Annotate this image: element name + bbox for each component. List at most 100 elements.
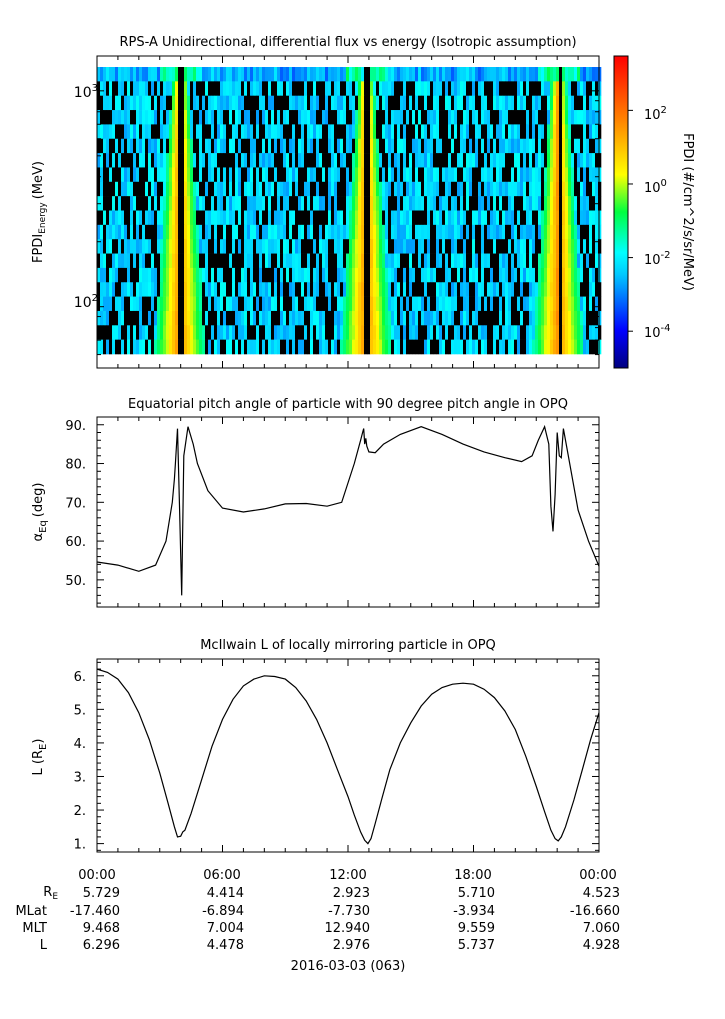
spectrogram-cell bbox=[163, 224, 167, 240]
spectrogram-cell bbox=[457, 67, 461, 82]
spectrogram-cell bbox=[136, 153, 140, 168]
svg-text:FPDI (#/cm^2/s/sr/MeV): FPDI (#/cm^2/s/sr/MeV) bbox=[680, 133, 695, 291]
spectrogram-cell bbox=[553, 110, 557, 125]
spectrogram-cell bbox=[544, 210, 548, 226]
spectrogram-cell bbox=[550, 167, 554, 183]
spectrogram-cell bbox=[517, 210, 521, 226]
spectrogram-cell bbox=[460, 138, 464, 154]
spectrogram-cell bbox=[289, 138, 293, 154]
spectrogram-cell bbox=[400, 253, 404, 269]
spectrogram-cell bbox=[289, 267, 293, 283]
spectrogram-cell bbox=[160, 138, 164, 154]
spectrogram-cell bbox=[433, 124, 437, 140]
spectrogram-cell bbox=[445, 196, 449, 211]
spectrogram-cell bbox=[370, 267, 374, 283]
spectrogram-cell bbox=[136, 124, 140, 140]
spectrogram-cell bbox=[340, 267, 344, 283]
spectrogram-cell bbox=[514, 95, 518, 111]
spectrogram-cell bbox=[229, 210, 233, 226]
colorbar-label: FPDI (#/cm^2/s/sr/MeV) bbox=[680, 133, 695, 291]
spectrogram-cell bbox=[508, 224, 512, 240]
spectrogram-cell bbox=[349, 267, 353, 283]
spectrogram-cell bbox=[565, 253, 569, 269]
spectrogram-cell bbox=[487, 239, 491, 254]
y-tick-label: 80. bbox=[65, 458, 86, 473]
spectrogram-cell bbox=[139, 181, 143, 197]
spectrogram-cell bbox=[292, 95, 296, 111]
spectrogram-cell bbox=[481, 253, 485, 269]
spectrogram-cell bbox=[199, 67, 203, 82]
spectrogram-cell bbox=[298, 95, 302, 111]
spectrogram-cell bbox=[154, 153, 158, 168]
spectrogram-cell bbox=[382, 296, 386, 312]
spectrogram-cell bbox=[247, 282, 251, 297]
spectrogram-cell bbox=[223, 310, 227, 326]
spectrogram-cell bbox=[559, 224, 563, 240]
spectrogram-cell bbox=[556, 81, 560, 96]
spectrogram-cell bbox=[439, 181, 443, 197]
spectrogram-cell bbox=[355, 310, 359, 326]
spectrogram-cell bbox=[466, 196, 470, 211]
spectrogram-cell bbox=[562, 224, 566, 240]
spectrogram-cell bbox=[484, 310, 488, 326]
spectrogram-cell bbox=[346, 239, 350, 254]
spectrogram-cell bbox=[154, 267, 158, 283]
spectrogram-cell bbox=[127, 339, 131, 355]
spectrogram-cell bbox=[589, 153, 593, 168]
spectrogram-cell bbox=[283, 81, 287, 96]
spectrogram-cell bbox=[241, 67, 245, 82]
spectrogram-cell bbox=[229, 196, 233, 211]
spectrogram-cell bbox=[361, 267, 365, 283]
spectrogram-cell bbox=[154, 210, 158, 226]
spectrogram-cell bbox=[106, 67, 110, 82]
spectrogram-cell bbox=[139, 196, 143, 211]
spectrogram-cell bbox=[418, 181, 422, 197]
spectrogram-cell bbox=[349, 67, 353, 82]
pitch-ytick-labels: 90.80.70.60.50. bbox=[65, 419, 86, 589]
spectrogram-cell bbox=[565, 210, 569, 226]
spectrogram-cell bbox=[244, 67, 248, 82]
spectrogram-cell bbox=[547, 196, 551, 211]
spectrogram-cell bbox=[133, 81, 137, 96]
spectrogram-cell bbox=[370, 153, 374, 168]
spectrogram-cell bbox=[532, 196, 536, 211]
spectrogram-cell bbox=[337, 124, 341, 140]
spectrogram-cell bbox=[217, 282, 221, 297]
spectrogram-cell bbox=[241, 181, 245, 197]
spectrogram-cell bbox=[538, 296, 542, 312]
spectrogram-cell bbox=[526, 325, 530, 340]
spectrogram-cell bbox=[340, 181, 344, 197]
spectrogram-cell bbox=[169, 110, 173, 125]
spectrogram-cell bbox=[154, 67, 158, 82]
spectrogram-cell bbox=[481, 282, 485, 297]
spectrogram-cell bbox=[100, 239, 104, 254]
spectrogram-cell bbox=[343, 95, 347, 111]
spectrogram-cell bbox=[334, 167, 338, 183]
spectrogram-cell bbox=[511, 339, 515, 355]
spectrogram-cell bbox=[427, 267, 431, 283]
spectrogram-cell bbox=[316, 110, 320, 125]
spectrogram-cell bbox=[172, 167, 176, 183]
spectrogram-cell bbox=[139, 110, 143, 125]
spectrogram-cell bbox=[553, 95, 557, 111]
spectrogram-cell bbox=[358, 210, 362, 226]
spectrogram-cell bbox=[394, 210, 398, 226]
spectrogram-cell bbox=[592, 196, 596, 211]
spectrogram-cell bbox=[460, 110, 464, 125]
spectrogram-cell bbox=[367, 110, 371, 125]
spectrogram-cell bbox=[478, 339, 482, 355]
spectrogram-cell bbox=[199, 296, 203, 312]
spectrogram-cell bbox=[277, 210, 281, 226]
spectrogram-cell bbox=[523, 138, 527, 154]
spectrogram-cell bbox=[454, 181, 458, 197]
spectrogram-cell bbox=[565, 167, 569, 183]
spectrogram-cell bbox=[388, 239, 392, 254]
spectrogram-cell bbox=[316, 181, 320, 197]
spectrogram-cell bbox=[175, 181, 179, 197]
spectrogram-cell bbox=[529, 153, 533, 168]
spectrogram-cell bbox=[373, 310, 377, 326]
spectrogram-cell bbox=[121, 253, 125, 269]
spectrogram-cell bbox=[478, 67, 482, 82]
spectrogram-cell bbox=[187, 325, 191, 340]
spectrogram-cell bbox=[118, 110, 122, 125]
